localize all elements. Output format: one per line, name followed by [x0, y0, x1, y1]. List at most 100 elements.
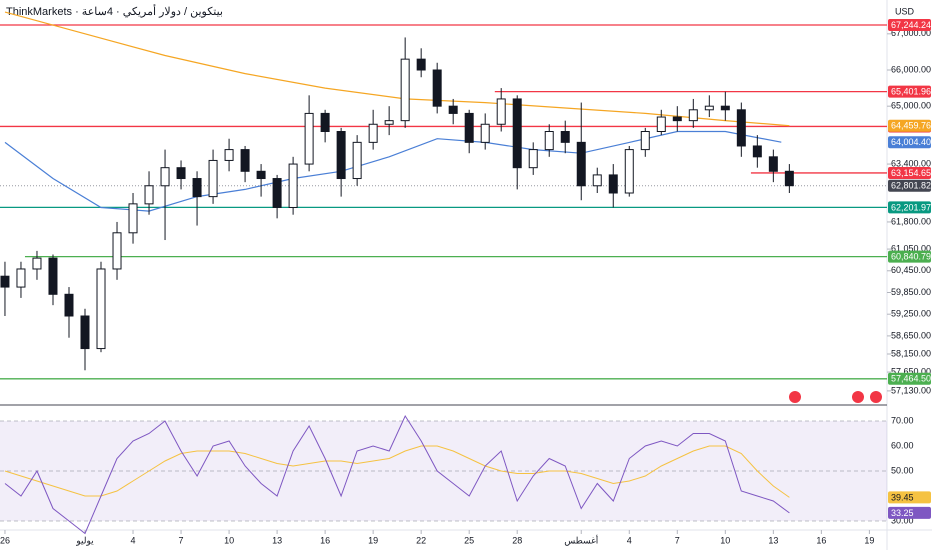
candle-body: [768, 156, 778, 172]
event-icon: [870, 391, 882, 403]
candle-body: [656, 116, 666, 133]
rsi-signal: [4, 445, 790, 498]
x-tick-label: 16: [320, 535, 330, 545]
rsi-line: [4, 414, 790, 535]
candle-body: [528, 149, 538, 169]
x-tick-label: 26: [0, 535, 10, 545]
y-tick-label: 63,400.00: [891, 158, 931, 168]
candle-body: [96, 268, 106, 350]
x-tick-label: يوليو: [75, 535, 94, 546]
y-tick-label: 57,130.00: [891, 385, 931, 395]
candle-body: [224, 149, 234, 161]
y-tick-label: 61,050.00: [891, 243, 931, 253]
candle-body: [144, 185, 154, 205]
candle-body: [576, 141, 586, 187]
level-label-bg: [888, 166, 931, 179]
event-icon: [852, 391, 864, 403]
rsi-tick-label: 30.00: [891, 515, 914, 525]
level-label: 65,401.96: [891, 87, 931, 97]
level-label-bg: [888, 201, 931, 214]
candle-body: [320, 112, 330, 133]
candle-body: [416, 58, 426, 71]
ma-label-bg: [888, 119, 931, 132]
candle-body: [368, 123, 378, 143]
x-tick-label: 7: [179, 535, 184, 545]
x-tick-label: 16: [816, 535, 826, 545]
candle-body: [464, 112, 474, 143]
candle-body: [64, 293, 74, 317]
event-icon: [789, 391, 801, 403]
level-label-bg: [888, 18, 931, 31]
level-label: 57,464.50: [891, 374, 931, 384]
candle-body: [0, 275, 10, 288]
x-tick-label: 28: [512, 535, 522, 545]
rsi-value-label: 33.25: [891, 508, 914, 518]
y-tick-label: 57,650.00: [891, 366, 931, 376]
chart-title: ThinkMarkets · بيتكوين / دولار أمريكي · …: [6, 4, 223, 18]
candle-body: [336, 131, 346, 180]
level-label-bg: [888, 250, 931, 263]
candle-body: [720, 105, 730, 111]
ma-label-bg: [888, 136, 931, 149]
candle-body: [784, 170, 794, 187]
candle-body: [640, 131, 650, 151]
candle-body: [304, 112, 314, 165]
x-tick-label: 10: [720, 535, 730, 545]
rsi-signal-label: 39.45: [891, 492, 914, 502]
y-tick-label: 58,150.00: [891, 348, 931, 358]
y-tick-label: 61,800.00: [891, 216, 931, 226]
candle-body: [560, 131, 570, 143]
level-label: 67,244.24: [891, 20, 931, 30]
y-tick-label: 60,450.00: [891, 265, 931, 275]
y-tick-label: 67,000.00: [891, 28, 931, 38]
y-tick-label: 58,650.00: [891, 330, 931, 340]
x-tick-label: 10: [224, 535, 234, 545]
current-price-label: 62,801.82: [891, 181, 931, 191]
candle-body: [256, 170, 266, 180]
candle-body: [736, 109, 746, 147]
candle-body: [288, 163, 298, 208]
candle-body: [480, 123, 490, 143]
candle-body: [160, 167, 170, 187]
ma-label: 64,004.40: [891, 137, 931, 147]
candle-body: [128, 203, 138, 234]
x-tick-label: 19: [368, 535, 378, 545]
candle-body: [32, 257, 42, 270]
x-tick-label: 22: [416, 535, 426, 545]
rsi-tick-label: 70.00: [891, 415, 914, 425]
level-label-bg: [888, 85, 931, 98]
y-tick-label: 66,000.00: [891, 64, 931, 74]
candle-body: [352, 141, 362, 180]
candle-body: [272, 178, 282, 208]
candle-body: [496, 98, 506, 125]
candle-body: [624, 149, 634, 194]
x-tick-label: أغسطس: [564, 533, 598, 546]
candle-body: [672, 116, 682, 122]
x-tick-label: 13: [272, 535, 282, 545]
y-tick-label: 59,250.00: [891, 309, 931, 319]
level-label-bg: [888, 372, 931, 385]
candle-body: [688, 109, 698, 122]
x-tick-label: 4: [627, 535, 632, 545]
candle-body: [208, 159, 218, 198]
candle-body: [544, 131, 554, 151]
x-tick-label: 25: [464, 535, 474, 545]
candle-body: [432, 69, 442, 107]
level-label: 62,201.97: [891, 202, 931, 212]
candle-body: [400, 58, 410, 122]
candle-body: [16, 268, 26, 288]
candle-body: [752, 145, 762, 158]
ma-label: 64,459.76: [891, 121, 931, 131]
candle-body: [176, 167, 186, 180]
candle-body: [112, 232, 122, 270]
y-tick-label: 65,000.00: [891, 101, 931, 111]
x-tick-label: 19: [864, 535, 874, 545]
candle-body: [192, 178, 202, 198]
event-icons: [789, 391, 882, 403]
x-tick-label: 4: [131, 535, 136, 545]
current-price-label-bg: [888, 179, 931, 192]
x-tick-label: 13: [768, 535, 778, 545]
currency: USD: [895, 6, 915, 16]
level-label: 63,154.65: [891, 168, 931, 178]
